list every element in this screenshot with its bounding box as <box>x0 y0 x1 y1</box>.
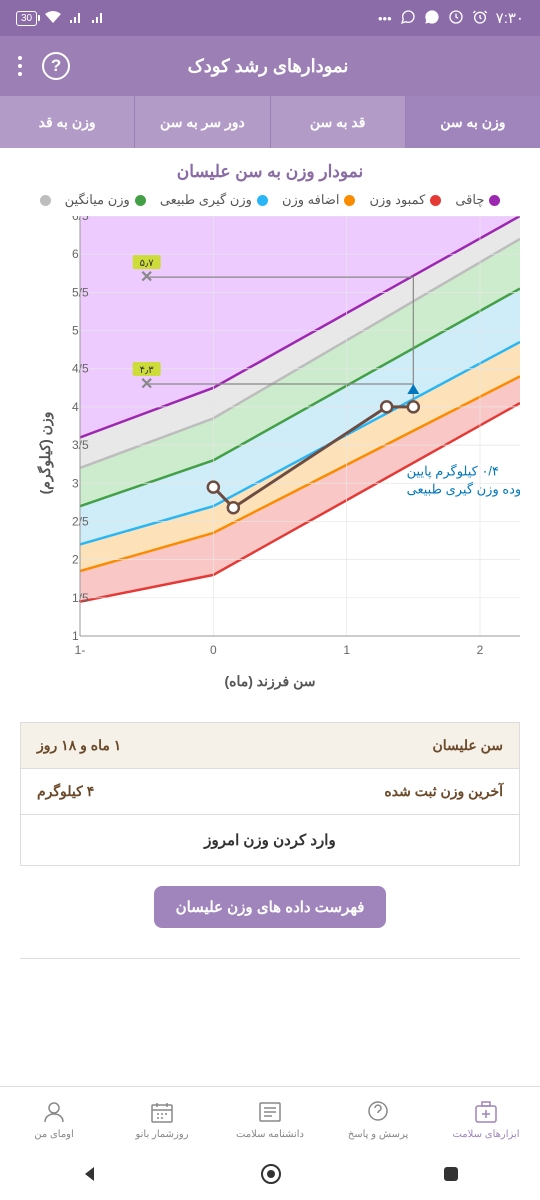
legend-item: چاقی <box>455 192 500 208</box>
age-row: سن علیسان ۱ ماه و ۱۸ روز <box>21 723 519 769</box>
svg-text:۵٫۷: ۵٫۷ <box>140 258 155 269</box>
qa-icon <box>363 1099 393 1125</box>
nav-label: پرسش و پاسخ <box>348 1129 408 1140</box>
status-bar: 30 ••• ۷:۳۰ <box>0 0 540 36</box>
svg-text:-1: -1 <box>75 643 86 657</box>
weight-row: آخرین وزن ثبت شده ۴ کیلوگرم <box>21 769 519 815</box>
svg-text:2/5: 2/5 <box>72 514 89 528</box>
nav-health[interactable]: ابزارهای سلامت <box>432 1087 540 1152</box>
bell-icon <box>448 9 464 28</box>
wifi-icon <box>45 11 61 26</box>
svg-text:3/5: 3/5 <box>72 438 89 452</box>
svg-text:✕: ✕ <box>140 376 153 393</box>
svg-text:2: 2 <box>72 553 79 567</box>
chart-area: وزن (کیلوگرم) 6/565/554/543/532/521/51-1… <box>20 216 520 690</box>
legend-item: وزن گیری طبیعی <box>160 192 268 208</box>
svg-text:1/5: 1/5 <box>72 591 89 605</box>
weight-list-button[interactable]: فهرست داده های وزن علیسان <box>154 886 387 928</box>
svg-text:3: 3 <box>72 476 79 490</box>
more-icon: ••• <box>378 11 392 26</box>
tab-وزن به قد[interactable]: وزن به قد <box>0 96 134 148</box>
svg-text:محدوده وزن گیری طبیعی: محدوده وزن گیری طبیعی <box>407 482 520 498</box>
nav-cal[interactable]: روزشمار بانو <box>108 1087 216 1152</box>
enter-weight-button[interactable]: وارد کردن وزن امروز <box>21 815 519 865</box>
nav-label: ابزارهای سلامت <box>452 1129 519 1140</box>
chart-legend: چاقی کمبود وزن اضافه وزن وزن گیری طبیعی وزن … <box>20 192 520 208</box>
clock-text: ۷:۳۰ <box>496 9 524 27</box>
x-axis-label: سن فرزند (ماه) <box>20 673 520 690</box>
tab-دور سر به سن[interactable]: دور سر به سن <box>134 96 269 148</box>
svg-text:✕: ✕ <box>140 269 153 286</box>
tab-قد به سن[interactable]: قد به سن <box>270 96 405 148</box>
svg-text:4: 4 <box>72 400 79 414</box>
legend-item: اضافه وزن <box>282 192 356 208</box>
nav-label: اومای من <box>34 1129 74 1140</box>
signal-icon <box>69 11 83 26</box>
weight-value: ۴ کیلوگرم <box>37 783 94 800</box>
nav-qa[interactable]: پرسش و پاسخ <box>324 1087 432 1152</box>
info-table: سن علیسان ۱ ماه و ۱۸ روز آخرین وزن ثبت ش… <box>20 722 520 866</box>
nav-label: روزشمار بانو <box>135 1129 188 1140</box>
svg-text:4/5: 4/5 <box>72 362 89 376</box>
y-axis-label: وزن (کیلوگرم) <box>37 412 54 495</box>
back-icon[interactable] <box>80 1164 100 1189</box>
tab-وزن به سن[interactable]: وزن به سن <box>405 96 540 148</box>
app-header: نمودارهای رشد کودک ? <box>0 36 540 96</box>
cal-icon <box>147 1099 177 1125</box>
battery-icon: 30 <box>16 11 37 26</box>
svg-text:2: 2 <box>477 643 484 657</box>
recent-icon[interactable] <box>442 1165 460 1188</box>
svg-text:6/5: 6/5 <box>72 216 89 223</box>
svg-text:1: 1 <box>72 629 79 643</box>
tabs: وزن به سنقد به سندور سر به سنوزن به قد <box>0 96 540 148</box>
signal-icon <box>91 11 105 26</box>
user-icon <box>39 1099 69 1125</box>
system-nav <box>0 1152 540 1200</box>
alarm-icon <box>472 9 488 28</box>
chart-title: نمودار وزن به سن علیسان <box>20 162 520 182</box>
growth-chart[interactable]: 6/565/554/543/532/521/51-1012✕۵٫۷✕۴٫۳۰/۴… <box>32 216 520 660</box>
nav-label: دانشنامه سلامت <box>236 1129 304 1140</box>
help-icon[interactable]: ? <box>42 52 70 80</box>
svg-text:0: 0 <box>210 643 217 657</box>
whatsapp-icon <box>400 9 416 28</box>
svg-text:۰/۴ کیلوگرم پایین: ۰/۴ کیلوگرم پایین <box>407 464 499 480</box>
legend-item: کمبود وزن <box>369 192 441 208</box>
page-title: نمودارهای رشد کودک <box>70 56 466 77</box>
svg-text:6: 6 <box>72 247 79 261</box>
legend-item <box>40 192 51 208</box>
chat-icon <box>424 9 440 28</box>
svg-text:5: 5 <box>72 324 79 338</box>
health-icon <box>471 1099 501 1125</box>
ency-icon <box>255 1099 285 1125</box>
weight-label: آخرین وزن ثبت شده <box>384 783 503 800</box>
age-value: ۱ ماه و ۱۸ روز <box>37 737 121 754</box>
menu-icon[interactable] <box>18 56 22 76</box>
svg-text:5/5: 5/5 <box>72 285 89 299</box>
legend-item: وزن میانگین <box>65 192 146 208</box>
bottom-nav: ابزارهای سلامت پرسش و پاسخ دانشنامه سلامت ر… <box>0 1086 540 1152</box>
age-label: سن علیسان <box>432 737 503 754</box>
nav-ency[interactable]: دانشنامه سلامت <box>216 1087 324 1152</box>
home-icon[interactable] <box>260 1163 282 1190</box>
svg-text:۴٫۳: ۴٫۳ <box>140 365 155 376</box>
nav-user[interactable]: اومای من <box>0 1087 108 1152</box>
svg-text:1: 1 <box>343 643 350 657</box>
